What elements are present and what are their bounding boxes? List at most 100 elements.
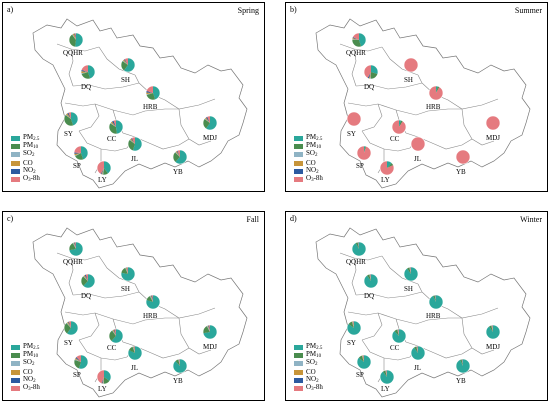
pie-slice bbox=[151, 295, 153, 302]
legend-swatch bbox=[11, 152, 20, 158]
pie-mdj bbox=[202, 324, 218, 340]
pie-outline bbox=[351, 241, 367, 257]
legend-item: PM10 bbox=[11, 140, 81, 150]
legend-label: SO2 bbox=[306, 149, 318, 159]
pie-outline bbox=[172, 358, 188, 374]
pie-slice bbox=[486, 325, 501, 339]
legend-label: NO2 bbox=[306, 165, 319, 175]
map-boundary bbox=[347, 102, 379, 107]
legend-item: CO bbox=[11, 159, 81, 167]
pie-outline bbox=[403, 266, 419, 282]
pie-outline bbox=[68, 241, 84, 257]
city-label-mdj: MDJ bbox=[203, 134, 217, 142]
pie-slice bbox=[81, 71, 88, 74]
pie-slice bbox=[149, 295, 153, 302]
pie-outline bbox=[73, 354, 89, 370]
pie-slice bbox=[128, 346, 143, 360]
pie-slice bbox=[74, 153, 84, 160]
pie-outline bbox=[346, 111, 362, 127]
pie-slice bbox=[83, 274, 96, 288]
pie-slice bbox=[102, 377, 104, 384]
pie-yb bbox=[172, 358, 188, 374]
legend-item: NO2 bbox=[11, 166, 81, 175]
legend-label: CO bbox=[23, 159, 33, 168]
pie-outline bbox=[379, 160, 395, 176]
legend-swatch bbox=[294, 135, 303, 141]
panel-season-title: Fall bbox=[246, 215, 259, 224]
legend-swatch bbox=[294, 168, 303, 174]
legend-label: PM10 bbox=[23, 140, 39, 150]
pie-slice bbox=[391, 119, 406, 134]
legend-item: NO2 bbox=[294, 375, 364, 384]
legend-swatch bbox=[294, 369, 303, 375]
pie-slice bbox=[369, 274, 371, 281]
pie-slice bbox=[429, 295, 444, 309]
panel-letter: d) bbox=[290, 214, 297, 223]
legend-swatch bbox=[11, 377, 20, 383]
city-label-sy: SY bbox=[64, 339, 73, 347]
city-label-sp: SP bbox=[356, 162, 364, 170]
pie-outline bbox=[403, 57, 419, 73]
pie-slice bbox=[371, 65, 379, 75]
panel-season-title: Summer bbox=[514, 6, 542, 15]
pie-slice bbox=[397, 329, 399, 336]
pie-slice bbox=[127, 267, 128, 274]
pie-slice bbox=[123, 58, 128, 65]
map-boundary bbox=[347, 311, 379, 316]
pie-slice bbox=[78, 355, 88, 369]
map-boundary bbox=[64, 102, 96, 107]
legend-swatch bbox=[294, 361, 303, 367]
legend-swatch bbox=[11, 135, 20, 141]
pie-slice bbox=[387, 161, 392, 168]
pie-slice bbox=[435, 295, 436, 302]
pie-slice bbox=[352, 39, 359, 40]
legend-swatch bbox=[294, 344, 303, 350]
city-label-yb: YB bbox=[456, 377, 466, 385]
pie-slice bbox=[67, 112, 71, 119]
pie-slice bbox=[126, 267, 128, 274]
legend-label: O3-8h bbox=[23, 383, 40, 393]
pie-outline bbox=[455, 358, 471, 374]
pie-slice bbox=[132, 137, 142, 151]
pie-slice bbox=[97, 161, 104, 175]
city-label-sp: SP bbox=[73, 371, 81, 379]
pie-slice bbox=[399, 120, 403, 127]
pie-slice bbox=[176, 150, 180, 157]
pie-hrb bbox=[145, 85, 161, 101]
legend-swatch bbox=[294, 152, 303, 158]
pie-slice bbox=[352, 40, 362, 48]
pie-slice bbox=[64, 114, 74, 126]
map-boundary bbox=[351, 48, 357, 87]
pie-slice bbox=[131, 137, 135, 144]
pie-jl bbox=[127, 136, 143, 152]
legend-item: O3-8h bbox=[294, 174, 364, 183]
pie-slice bbox=[82, 275, 88, 281]
legend-item: PM10 bbox=[11, 350, 81, 359]
pie-slice bbox=[428, 85, 443, 101]
city-label-jl: JL bbox=[131, 155, 138, 163]
city-label-cc: CC bbox=[390, 135, 400, 143]
pie-slice bbox=[134, 346, 135, 353]
pie-ly bbox=[96, 160, 112, 176]
pie-sp bbox=[356, 145, 372, 161]
map-boundary bbox=[417, 136, 473, 150]
pie-slice bbox=[436, 86, 438, 93]
pie-slice bbox=[456, 150, 470, 164]
pie-slice bbox=[352, 37, 359, 40]
panel-summer: b) Summer QQHR DQ SH HRB SY CC MDJ SP JL YB LY PM2.… bbox=[285, 2, 548, 192]
pie-slice bbox=[73, 152, 81, 154]
city-label-hrb: HRB bbox=[143, 312, 158, 320]
pie-slice bbox=[68, 321, 71, 328]
pie-slice bbox=[64, 322, 71, 334]
legend-swatch bbox=[11, 168, 20, 174]
pie-slice bbox=[75, 33, 76, 40]
pie-slice bbox=[84, 274, 88, 281]
legend-item: CO bbox=[294, 159, 364, 167]
pie-outline bbox=[80, 64, 96, 80]
pie-cc bbox=[108, 119, 124, 135]
legend-item: CO bbox=[294, 368, 364, 376]
pie-slice bbox=[488, 325, 493, 332]
panel-fall: c) Fall QQHR DQ SH HRB SY CC MDJ SP JL YB LY PM2.5 P… bbox=[2, 211, 265, 401]
pie-yb bbox=[455, 149, 471, 165]
pie-outline bbox=[127, 345, 143, 361]
